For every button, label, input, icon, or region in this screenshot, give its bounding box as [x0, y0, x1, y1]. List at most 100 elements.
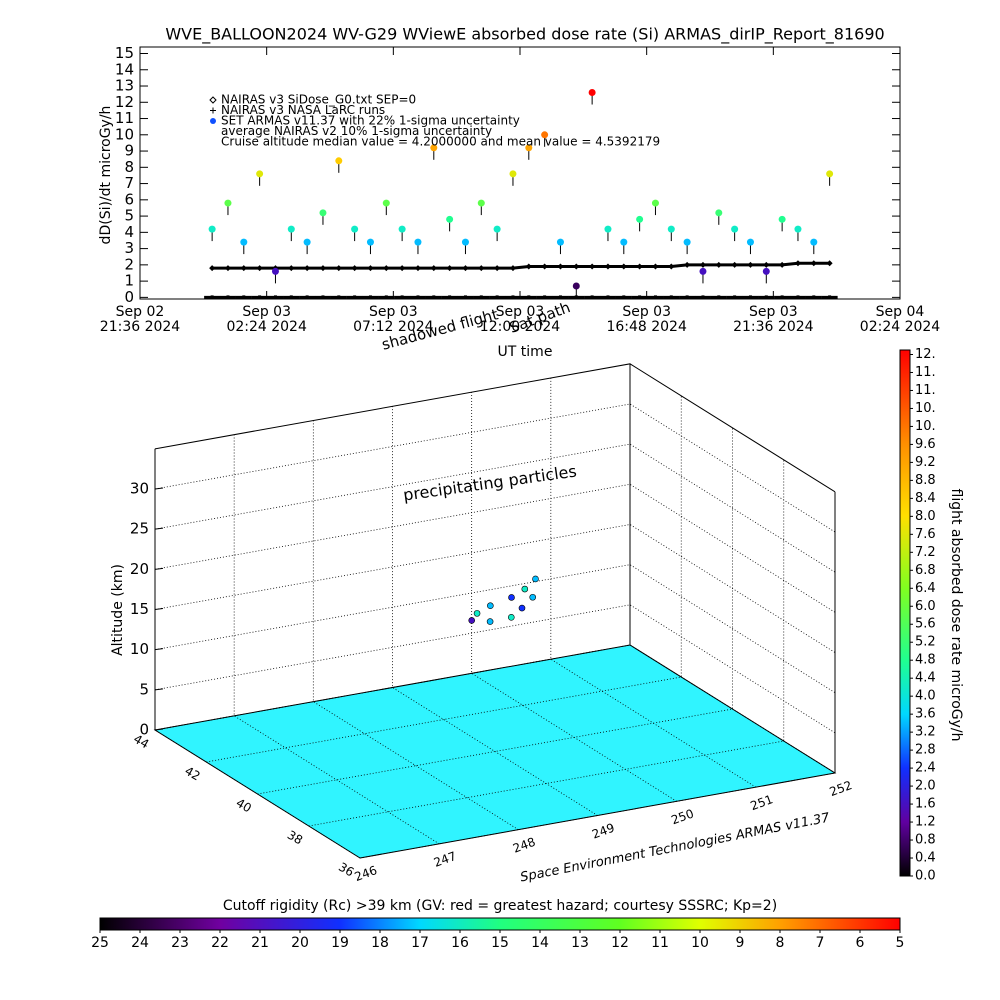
y-tick-label: 5 [124, 207, 134, 225]
plot-frame [139, 46, 901, 300]
data-point [742, 295, 759, 300]
data-point [314, 295, 331, 300]
y-tick-label: 3 [124, 239, 134, 257]
data-point [494, 265, 501, 272]
colorbar-tick-label: 15 [491, 935, 509, 951]
data-point [589, 263, 596, 270]
data-point [477, 199, 485, 207]
x-axis-label: UT time [498, 344, 553, 360]
track-point [518, 604, 526, 612]
box-edge [154, 363, 836, 493]
data-point [631, 295, 648, 300]
colorbar-tick-label: 10. [915, 419, 936, 434]
data-point [826, 170, 834, 178]
colorbar-tick-label: 23 [171, 935, 189, 951]
track-point [529, 593, 537, 601]
colorbar-tick-label: 6.8 [915, 563, 936, 578]
data-point [251, 295, 268, 300]
colorbar-tick-label: 4.8 [915, 653, 936, 668]
x-tick-label: Sep 02 21:36 2024 [99, 304, 181, 335]
data-point [789, 295, 806, 300]
z-tick-label: 20 [130, 560, 149, 578]
data-point [588, 89, 596, 97]
y-tick-label: 9 [124, 142, 134, 160]
data-point [383, 265, 390, 272]
colorbar-tick-label: 9.2 [915, 455, 936, 470]
grid-line [257, 427, 733, 795]
colorbar-tick-label: 6.4 [915, 581, 936, 596]
data-point [584, 295, 601, 300]
data-point [208, 225, 216, 233]
data-point [557, 263, 564, 270]
legend-label: NAIRAS v3 SiDose_G0.txt SEP=0 [221, 93, 416, 107]
data-point [826, 260, 833, 267]
y-tick-label: 38 [285, 828, 305, 848]
data-point [319, 265, 326, 272]
y-tick-label: 14 [115, 60, 134, 78]
x-tick-label: Sep 03 07:12 2024 [353, 304, 434, 335]
data-point [283, 295, 300, 300]
data-point [710, 295, 727, 300]
colorbar-tick-label: 8.4 [915, 491, 936, 506]
y-tick-label: 4 [124, 223, 134, 241]
data-point [204, 295, 221, 300]
track-point [532, 575, 539, 583]
colorbar-tick-label: 7.2 [915, 545, 936, 560]
data-point [520, 295, 537, 300]
z-tick [154, 487, 164, 490]
data-point [399, 265, 406, 272]
data-point [541, 263, 548, 270]
z-tick [154, 688, 164, 691]
data-point [763, 261, 770, 268]
z-tick-label: 25 [130, 520, 149, 538]
data-point [794, 260, 801, 267]
y-tick-label: 1 [124, 272, 134, 290]
x-tick-label: 252 [828, 778, 854, 799]
track-point [486, 618, 494, 625]
colorbar-tick-label: 4.0 [915, 689, 936, 704]
legend-marker [209, 96, 217, 104]
grid-line [233, 434, 440, 845]
data-point [684, 261, 691, 268]
colorbar-tick-label: 0.8 [915, 833, 936, 848]
data-point [219, 295, 236, 300]
data-point [351, 225, 359, 233]
data-point [446, 265, 453, 272]
colorbar [99, 917, 901, 931]
data-point [615, 295, 632, 300]
data-point [647, 295, 664, 300]
z-tick-label: 30 [130, 480, 149, 498]
z-tick [154, 648, 164, 651]
data-point [774, 295, 791, 300]
x-tick-label: Sep 03 16:48 2024 [606, 304, 687, 335]
data-point [572, 282, 580, 290]
data-point [556, 238, 564, 246]
colorbar-tick-label: 20 [291, 935, 309, 951]
data-point [679, 295, 696, 300]
data-point [271, 267, 279, 275]
y-tick-label: 12 [115, 93, 134, 111]
legend-label: NAIRAS v3 NASA LaRC runs [221, 103, 385, 117]
track-point [521, 585, 529, 593]
colorbar-tick-label: 16 [451, 935, 469, 951]
colorbar-title: flight absorbed dose rate microGy/h [948, 489, 964, 742]
data-point [794, 225, 802, 233]
track-point [508, 594, 515, 601]
data-point [367, 265, 374, 272]
colorbar-tick-label: 4.4 [915, 671, 936, 686]
y-axis-label: dD(Si)/dt microGy/h [98, 106, 114, 245]
y-tick-label: 11 [115, 109, 134, 127]
data-point [224, 199, 232, 207]
z-tick [154, 527, 164, 530]
colorbar-tick-label: 18 [371, 935, 389, 951]
colorbar-tick-label: 2.8 [915, 743, 936, 758]
colorbar-tick-label: 5 [896, 935, 905, 951]
data-point [478, 265, 485, 272]
y-tick-label: 2 [124, 255, 134, 273]
data-point [683, 238, 691, 246]
data-point [541, 131, 549, 139]
colorbar-tick-label: 5.2 [915, 635, 936, 650]
data-point [414, 265, 421, 272]
data-point [224, 265, 231, 272]
